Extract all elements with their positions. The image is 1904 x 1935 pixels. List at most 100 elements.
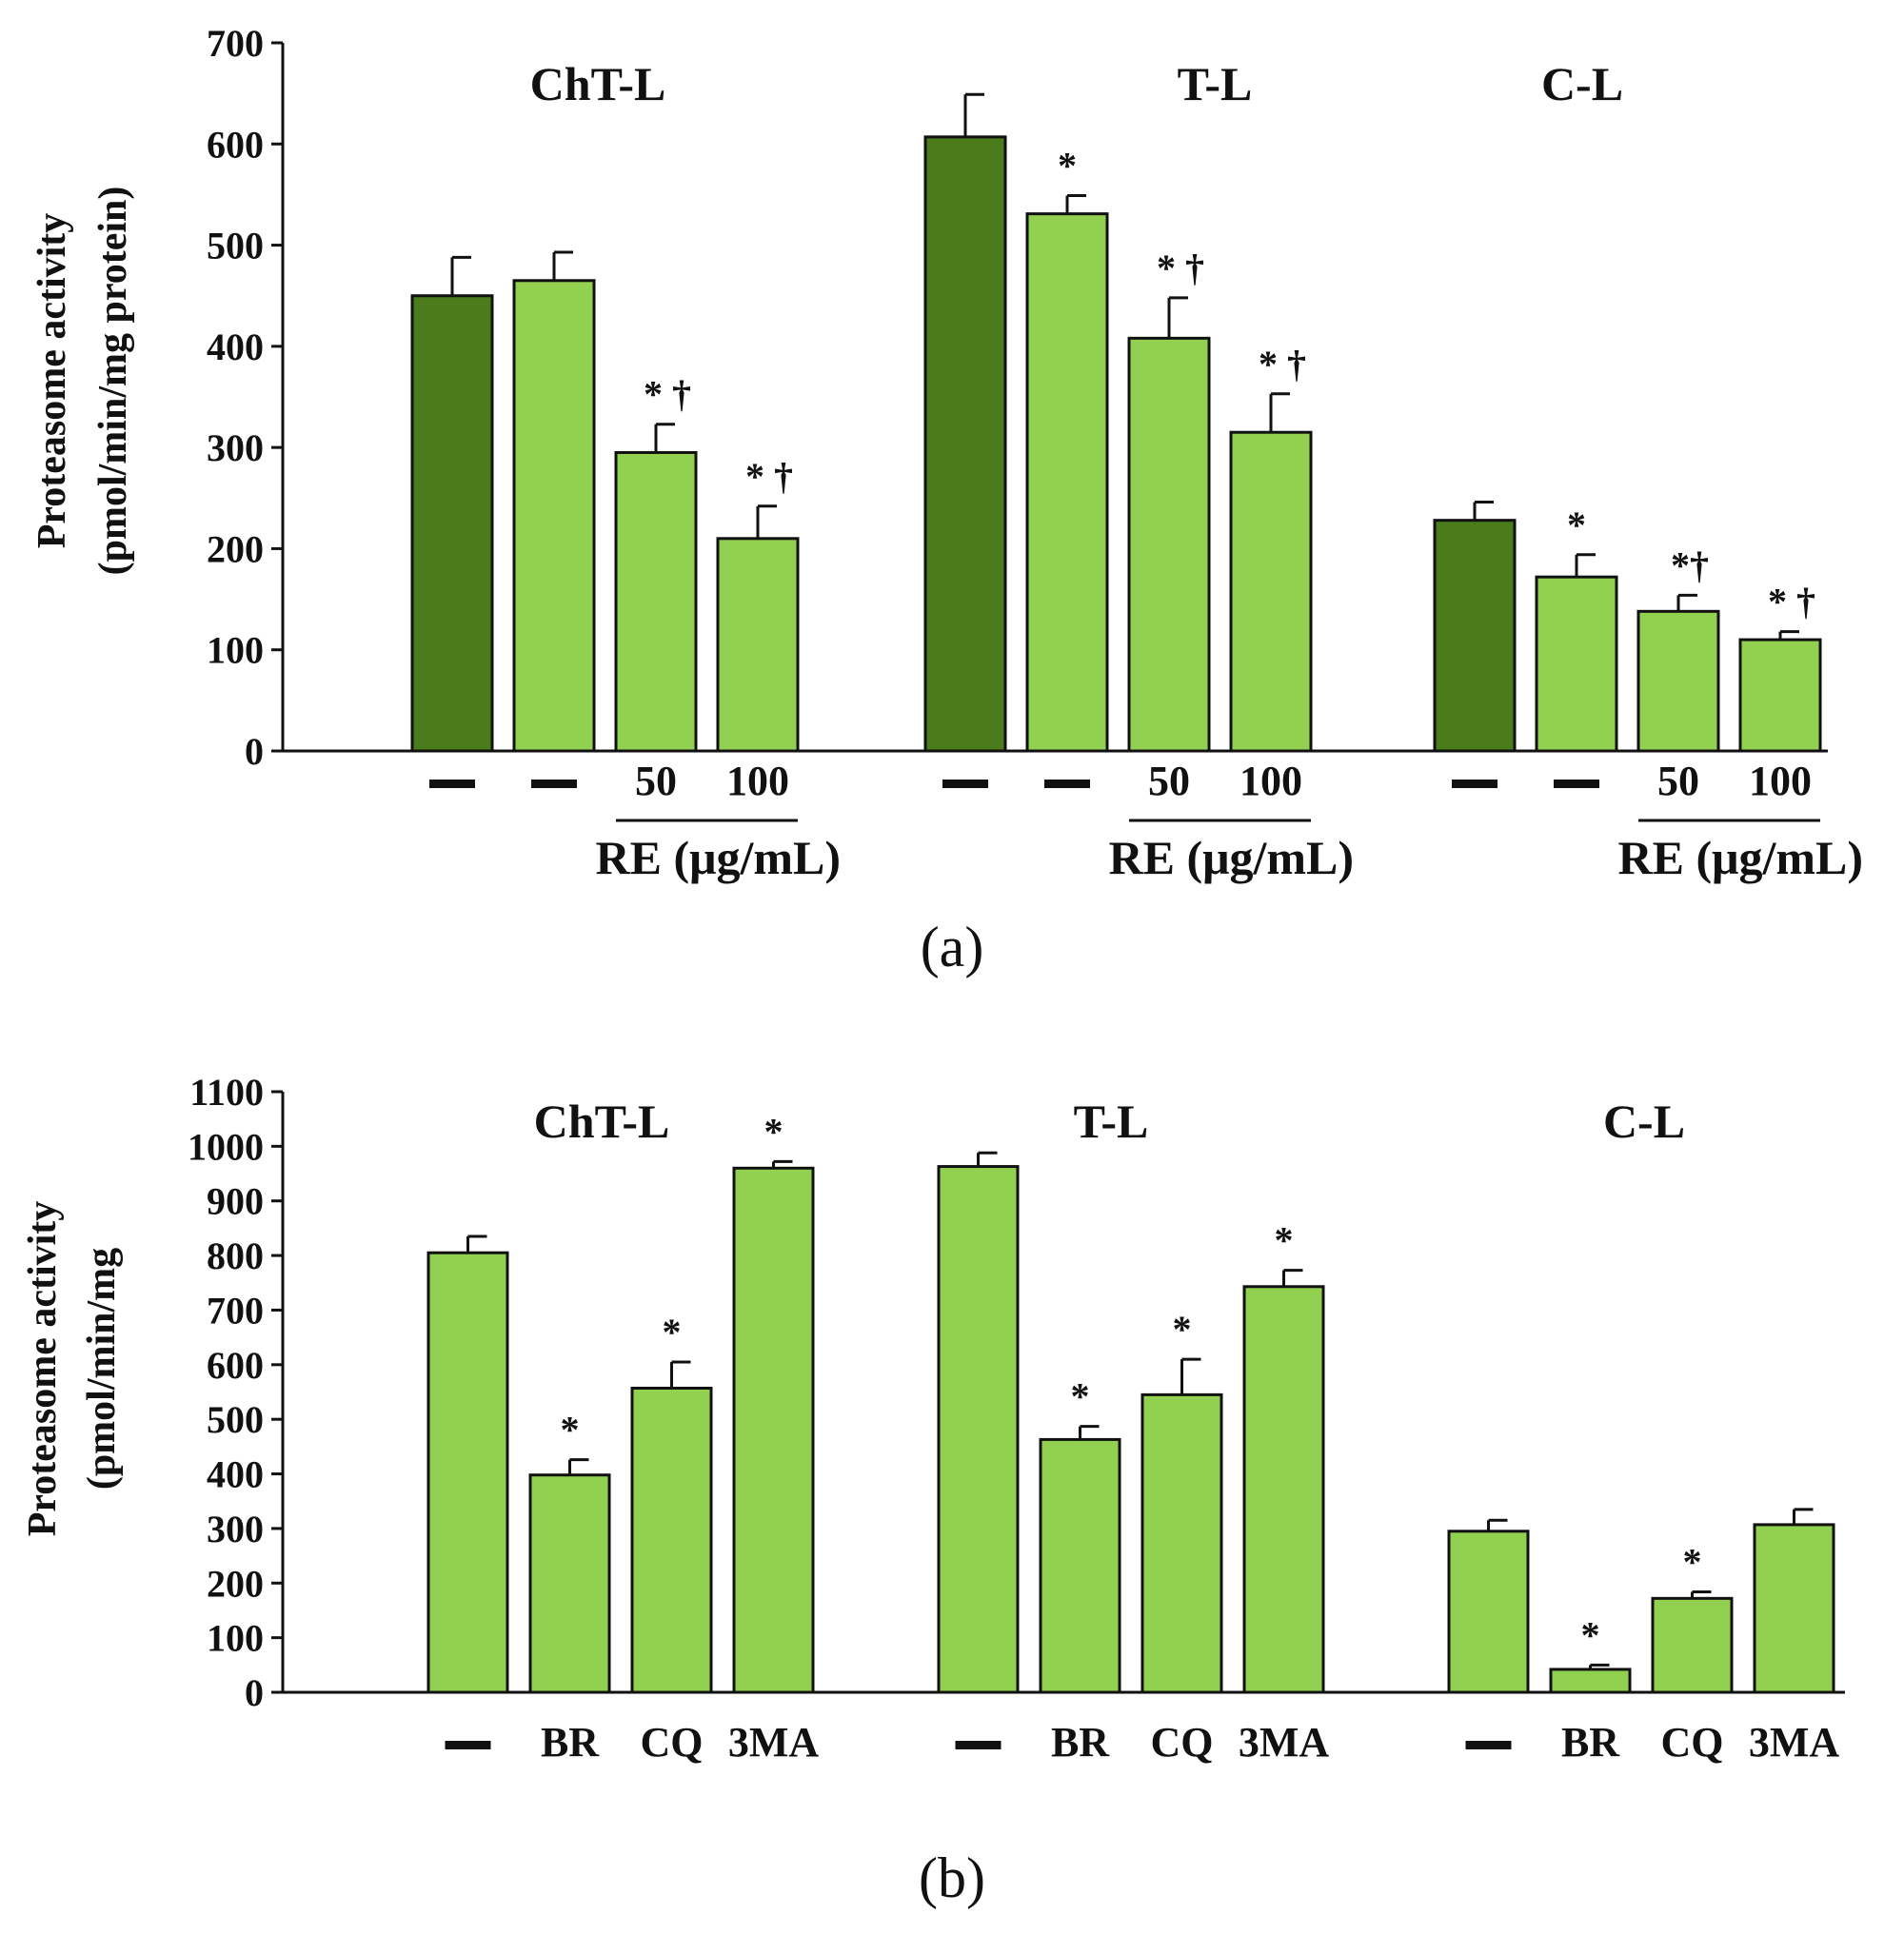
y-tick-label: 1100 xyxy=(189,1071,264,1114)
condition-dash xyxy=(429,780,475,788)
condition-label: CQ xyxy=(1151,1719,1214,1766)
y-tick-label: 0 xyxy=(245,1671,264,1714)
y-tick-label: 1000 xyxy=(188,1125,264,1168)
condition-dash xyxy=(1452,780,1497,788)
condition-dash xyxy=(531,780,577,788)
bar xyxy=(1636,609,1720,753)
y-axis-title-line: (pmol/min/mg protein) xyxy=(91,187,135,576)
bar xyxy=(732,1166,815,1694)
bar xyxy=(528,1473,611,1694)
significance-marker: * † xyxy=(745,455,793,498)
condition-dash xyxy=(942,780,988,788)
y-tick-label: 300 xyxy=(207,1508,264,1550)
y-tick-label: 300 xyxy=(207,426,264,469)
condition-label: BR xyxy=(1561,1719,1620,1766)
panel-label: (a) xyxy=(921,916,984,978)
bar xyxy=(1738,638,1822,753)
condition-label: BR xyxy=(541,1719,600,1766)
significance-marker: * † xyxy=(1157,247,1204,289)
group-label: T-L xyxy=(1178,57,1253,110)
condition-label: CQ xyxy=(1661,1719,1724,1766)
y-tick-label: 500 xyxy=(207,225,264,267)
y-tick-label: 200 xyxy=(207,1562,264,1605)
y-axis-title-line: Proteasome activity xyxy=(30,213,74,549)
bar xyxy=(1549,1668,1632,1694)
group-label: C-L xyxy=(1603,1095,1685,1148)
y-tick-label: 700 xyxy=(207,1289,264,1332)
chart-panel-a: 0 100 200 300 400 500 600 700 Proteasome activit… xyxy=(30,22,1863,978)
condition-label: 100 xyxy=(726,758,789,804)
significance-marker: * † xyxy=(1259,343,1306,385)
y-tick-label: 900 xyxy=(207,1180,264,1223)
condition-label: 3MA xyxy=(1239,1719,1330,1766)
condition-label: 50 xyxy=(1657,758,1699,804)
bar xyxy=(410,294,494,753)
group-label: ChT-L xyxy=(534,1095,670,1148)
bar xyxy=(1229,430,1313,753)
condition-label: 3MA xyxy=(728,1719,820,1766)
bar xyxy=(923,135,1007,753)
y-tick-label: 100 xyxy=(207,1617,264,1660)
x-axis-treatment-label: RE (μg/mL) xyxy=(1618,831,1864,884)
bar xyxy=(426,1251,509,1694)
significance-marker: * xyxy=(561,1409,580,1451)
y-tick-label: 800 xyxy=(207,1234,264,1277)
bar xyxy=(1242,1285,1325,1694)
condition-label: 3MA xyxy=(1749,1719,1840,1766)
y-axis-title-line: (pmol/min/mg xyxy=(80,1248,124,1490)
bar xyxy=(1753,1523,1835,1694)
y-tick-label: 400 xyxy=(207,326,264,368)
condition-label: BR xyxy=(1051,1719,1110,1766)
condition-label: 50 xyxy=(1148,758,1190,804)
y-tick-label: 100 xyxy=(207,629,264,672)
y-axis-title-line: Proteasome activity xyxy=(21,1201,65,1537)
bar xyxy=(937,1165,1020,1694)
bar xyxy=(716,537,800,753)
y-tick-label: 0 xyxy=(245,730,264,773)
group-label: T-L xyxy=(1074,1095,1149,1148)
significance-marker: * xyxy=(1683,1540,1702,1583)
condition-dash xyxy=(445,1741,491,1749)
condition-dash xyxy=(955,1741,1002,1749)
group-label: ChT-L xyxy=(530,57,666,110)
group-label: C-L xyxy=(1541,57,1623,110)
significance-marker: * † xyxy=(644,373,691,416)
bar xyxy=(1433,519,1517,753)
significance-marker: *† xyxy=(1671,543,1709,586)
chart-panel-b: 0 100 200 300 400 500 600 700 800 900 1000 1100 Prot… xyxy=(21,1071,1845,1909)
condition-label: 100 xyxy=(1749,758,1812,804)
significance-marker: * xyxy=(1567,503,1586,546)
x-axis-treatment-label: RE (μg/mL) xyxy=(1109,831,1355,884)
significance-marker: * † xyxy=(1768,581,1815,623)
y-tick-label: 400 xyxy=(207,1453,264,1496)
condition-dash xyxy=(1044,780,1090,788)
significance-marker: * xyxy=(764,1110,783,1153)
bar xyxy=(1447,1530,1530,1694)
condition-label: CQ xyxy=(641,1719,704,1766)
bar xyxy=(1025,212,1109,753)
panel-label: (b) xyxy=(919,1846,985,1909)
y-tick-label: 500 xyxy=(207,1398,264,1441)
bar xyxy=(1651,1596,1734,1694)
x-axis-treatment-label: RE (μg/mL) xyxy=(596,831,842,884)
y-tick-label: 600 xyxy=(207,1344,264,1387)
bar xyxy=(1140,1392,1223,1694)
significance-marker: * xyxy=(1071,1375,1090,1418)
y-tick-label: 200 xyxy=(207,527,264,570)
condition-dash xyxy=(1554,780,1599,788)
significance-marker: * xyxy=(1581,1613,1600,1656)
significance-marker: * xyxy=(1058,144,1077,187)
bar xyxy=(1127,336,1211,753)
bar xyxy=(1039,1437,1121,1694)
y-tick-label: 700 xyxy=(207,22,264,65)
bar xyxy=(630,1386,713,1694)
significance-marker: * xyxy=(1173,1308,1192,1351)
significance-marker: * xyxy=(1275,1219,1294,1262)
condition-label: 50 xyxy=(635,758,677,804)
significance-marker: * xyxy=(663,1311,682,1353)
y-tick-label: 600 xyxy=(207,123,264,166)
condition-label: 100 xyxy=(1240,758,1302,804)
bar xyxy=(614,450,698,753)
bar xyxy=(512,279,596,753)
